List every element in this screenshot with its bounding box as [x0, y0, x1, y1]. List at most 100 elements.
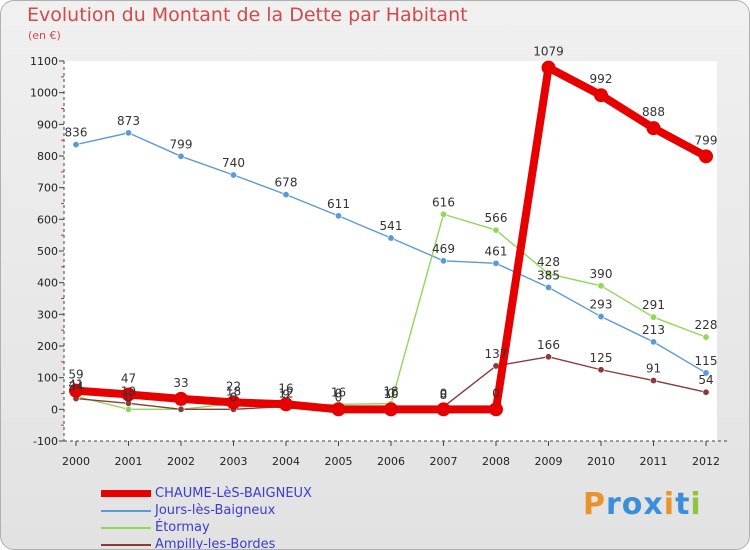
- data-label-2: 0: [125, 390, 133, 404]
- series-point-0: [436, 402, 451, 417]
- series-point-1: [439, 257, 447, 265]
- data-label-2: 12: [278, 387, 293, 401]
- legend-label-chaume: CHAUME-LèS-BAIGNEUX: [155, 486, 312, 501]
- series-point-0: [69, 383, 83, 398]
- legend: CHAUME-LèS-BAIGNEUX Jours-lès-Baigneux É…: [101, 485, 312, 550]
- series-point-2: [649, 313, 657, 321]
- series-point-3: [492, 362, 500, 370]
- x-tick-label: 2006: [377, 455, 405, 468]
- series-point-1: [597, 313, 605, 321]
- proxiti-logo: Proxiti: [583, 487, 702, 522]
- y-tick-label: 100: [37, 372, 58, 385]
- chart-title: Evolution du Montant de la Dette par Hab…: [27, 4, 468, 26]
- legend-item-etormay: Étormay: [101, 519, 312, 536]
- y-tick-label: 700: [37, 182, 58, 195]
- y-tick-label: -100: [33, 435, 58, 448]
- legend-label-jours: Jours-lès-Baigneux: [155, 503, 276, 518]
- series-point-2: [439, 210, 447, 218]
- data-label-1: 115: [695, 354, 718, 368]
- series-point-0: [489, 402, 503, 417]
- y-tick-label: 1000: [30, 87, 58, 100]
- plot-area: [64, 61, 717, 441]
- series-point-1: [177, 152, 185, 160]
- logo-letter: i: [690, 487, 702, 522]
- logo-letter: x: [643, 487, 664, 522]
- x-tick-label: 2005: [325, 455, 353, 468]
- series-point-0: [594, 88, 608, 103]
- y-tick-label: 900: [37, 118, 58, 131]
- data-label-3: 34: [68, 380, 83, 394]
- data-label-3: 8: [440, 388, 448, 402]
- data-label-3: 166: [537, 338, 560, 352]
- x-tick-label: 2001: [115, 455, 143, 468]
- data-label-1: 799: [170, 137, 193, 151]
- logo-letter: o: [621, 487, 644, 522]
- x-tick-label: 2007: [430, 455, 458, 468]
- data-label-0: 0: [492, 386, 500, 400]
- series-point-0: [646, 121, 661, 136]
- data-label-1: 469: [432, 242, 455, 256]
- logo-letter: P: [583, 487, 606, 522]
- series-point-0: [384, 402, 398, 417]
- series-point-0: [331, 402, 346, 417]
- y-tick-label: 200: [37, 340, 58, 353]
- logo-letter: t: [675, 487, 691, 522]
- data-label-1: 873: [117, 114, 140, 128]
- x-tick-label: 2003: [220, 455, 248, 468]
- x-tick-label: 2012: [692, 455, 720, 468]
- y-tick-label: 400: [37, 277, 58, 290]
- series-point-2: [125, 405, 133, 413]
- series-point-1: [230, 171, 238, 179]
- legend-swatch-jours: [101, 509, 151, 512]
- data-label-3: 0: [335, 390, 343, 404]
- series-point-0: [699, 149, 713, 164]
- y-tick-label: 600: [37, 213, 58, 226]
- x-tick-label: 2002: [167, 455, 195, 468]
- data-label-2: 428: [537, 255, 560, 269]
- data-label-1: 385: [537, 268, 560, 282]
- series-point-1: [334, 212, 342, 220]
- data-label-0: 1079: [533, 45, 564, 59]
- data-label-0: 59: [68, 368, 83, 382]
- y-tick-label: 300: [37, 308, 58, 321]
- data-label-2: 228: [695, 318, 718, 332]
- data-label-0: 33: [173, 376, 188, 390]
- series-point-2: [544, 270, 552, 278]
- series-point-3: [702, 388, 710, 396]
- data-label-3: 54: [698, 373, 713, 387]
- series-point-2: [702, 333, 710, 341]
- legend-swatch-ampilly: [101, 543, 151, 546]
- data-label-1: 213: [642, 323, 665, 337]
- data-label-2: 18: [383, 385, 398, 399]
- series-point-3: [544, 353, 552, 361]
- series-point-1: [125, 129, 133, 137]
- data-label-3: 91: [646, 362, 661, 376]
- series-point-1: [72, 141, 80, 149]
- series-point-1: [492, 259, 500, 267]
- data-label-1: 740: [222, 156, 245, 170]
- series-point-0: [121, 387, 136, 402]
- data-label-0: 0: [440, 386, 448, 400]
- series-point-0: [541, 60, 556, 75]
- legend-label-etormay: Étormay: [155, 520, 210, 535]
- data-label-0: 0: [335, 386, 343, 400]
- logo-letter: r: [606, 487, 622, 522]
- series-point-2: [492, 226, 500, 234]
- data-label-1: 678: [275, 176, 298, 190]
- series-point-1: [649, 338, 657, 346]
- series-point-2: [597, 282, 605, 290]
- x-tick-label: 2008: [482, 455, 510, 468]
- y-tick-label: 800: [37, 150, 58, 163]
- data-label-3: 0: [230, 390, 238, 404]
- data-label-3: 10: [383, 387, 398, 401]
- data-label-1: 293: [590, 298, 613, 312]
- data-label-2: 390: [590, 267, 613, 281]
- series-point-1: [387, 234, 395, 242]
- data-label-2: 16: [331, 385, 346, 399]
- legend-label-ampilly: Ampilly-les-Bordes: [155, 537, 276, 550]
- legend-item-ampilly: Ampilly-les-Bordes: [101, 536, 312, 550]
- data-label-0: 16: [278, 381, 293, 395]
- legend-item-jours: Jours-lès-Baigneux: [101, 502, 312, 519]
- data-label-1: 611: [327, 197, 350, 211]
